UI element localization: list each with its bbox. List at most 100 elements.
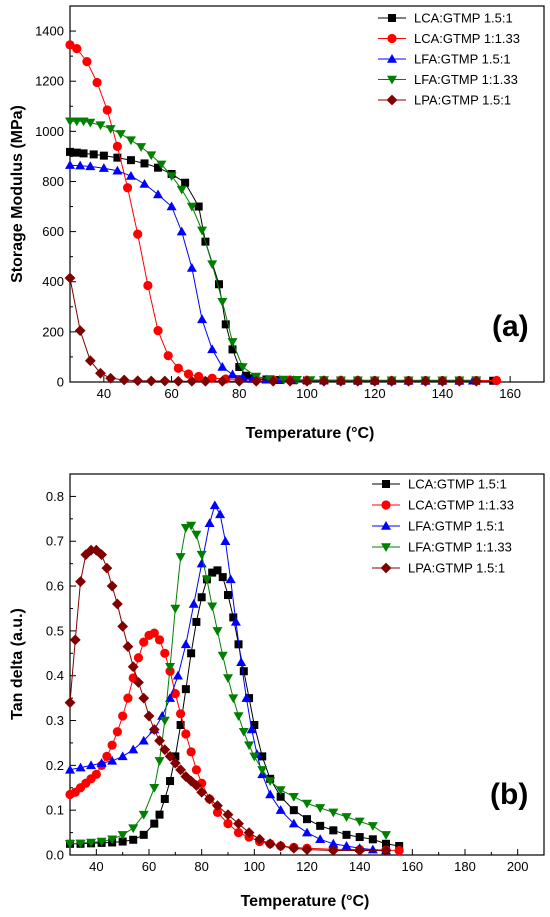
data-point [159,744,171,756]
data-point [106,580,118,592]
data-point [235,362,244,371]
data-point [79,149,88,158]
data-point [175,553,186,562]
data-point [89,150,98,159]
x-tick-label: 160 [499,386,521,401]
data-point [156,160,167,170]
data-point [166,172,177,181]
y-tick-label: 1000 [35,124,64,139]
data-point [223,819,233,829]
legend-marker [388,14,396,22]
data-point [341,841,352,850]
data-point [175,764,186,776]
x-axis-label: Temperature (°C) [246,425,375,442]
legend-item: LFA:GTMP 1.5:1 [378,52,511,67]
data-point [191,780,202,791]
data-point [71,117,82,127]
data-point [186,375,198,387]
data-point [288,818,299,828]
data-point [212,807,223,818]
data-point [215,509,226,519]
data-point [228,345,237,354]
y-axis-label: Tan delta (a.u.) [9,608,26,720]
data-point [223,674,233,683]
data-point [84,355,96,367]
data-point [204,518,215,528]
legend-label: LFA:GTMP 1:1.33 [414,72,518,87]
data-point [165,662,176,672]
data-point [382,839,390,848]
data-point [355,833,364,842]
data-point [237,363,248,372]
data-point [150,819,159,828]
y-tick-label: 0.3 [46,713,64,728]
x-tick-label: 40 [89,859,103,874]
legend-marker [386,94,398,106]
data-point [192,617,201,626]
data-point [82,57,92,67]
y-tick-label: 0.7 [46,534,64,549]
data-point [207,344,218,354]
data-point [328,808,339,818]
data-point [133,229,143,239]
data-point [239,667,248,676]
data-point [227,338,238,347]
data-point [301,375,313,387]
data-point [165,693,176,702]
data-point [143,280,153,291]
legend-label: LPA:GTMP 1.5:1 [408,561,505,576]
data-point [75,762,86,772]
legend-label: LFA:GTMP 1.5:1 [408,519,505,534]
legend-marker [381,500,391,510]
data-point [112,165,123,175]
legend-label: LCA:GTMP 1:1.33 [408,498,514,513]
y-axis-label: Storage Modulus (MPa) [9,105,26,283]
x-tick-label: 200 [507,859,529,874]
y-tick-label: 0.4 [46,668,64,683]
y-tick-label: 0.8 [46,489,64,504]
data-point [65,40,75,50]
data-point [250,721,259,730]
data-point [180,524,191,533]
data-point [64,697,76,708]
data-point [265,789,276,799]
data-point [166,201,177,211]
data-point [221,320,230,329]
data-point [367,844,378,854]
data-point [403,375,414,387]
data-point [335,375,347,387]
data-point [102,105,112,115]
data-point [112,598,123,610]
data-point [291,375,302,385]
legend-marker [387,54,397,63]
data-point [242,371,251,380]
legend-label: LCA:GTMP 1:1.33 [414,31,520,46]
data-point [470,375,482,387]
data-point [154,635,165,645]
data-point [186,262,197,272]
data-point [133,653,144,663]
data-point [123,693,133,703]
data-point [65,160,75,169]
x-tick-label: 120 [296,859,318,874]
data-point [207,602,218,612]
data-point [289,806,298,815]
data-point [66,147,74,156]
legend-item: LFA:GTMP 1:1.33 [378,72,518,87]
y-tick-label: 200 [42,324,64,339]
data-point [302,827,312,837]
data-point [207,260,218,270]
data-point [380,845,392,856]
data-point [159,716,170,726]
data-point [169,757,181,769]
data-point [166,777,175,786]
legend-label: LFA:GTMP 1.5:1 [414,52,511,67]
data-point [107,835,118,845]
data-point [105,125,116,134]
data-point [196,550,207,560]
data-point [250,375,262,387]
y-tick-label: 0.6 [46,579,64,594]
data-point [170,604,181,614]
data-point [197,314,208,324]
